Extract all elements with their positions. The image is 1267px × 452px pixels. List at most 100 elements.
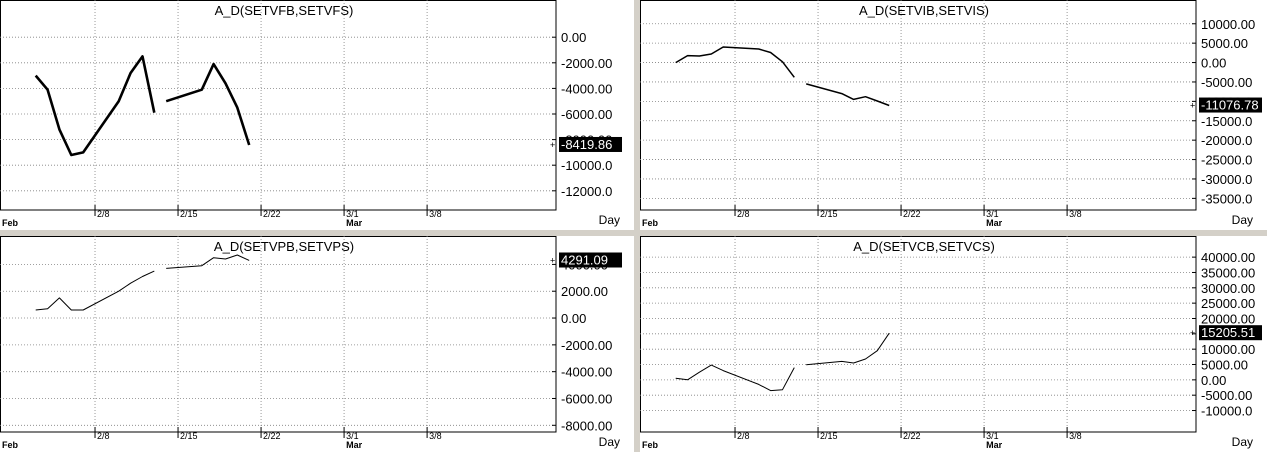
y-tick-label: -2000.00 [561, 338, 612, 353]
y-tick-label: 0.00 [561, 311, 586, 326]
chart-svg: 0.00-2000.00-4000.00-6000.00-8000.00-100… [0, 0, 622, 228]
y-tick-label: -5000.00 [1201, 388, 1252, 403]
series-line [806, 332, 890, 366]
vertical-splitter[interactable] [634, 0, 640, 452]
y-tick-label: 0.00 [1201, 56, 1226, 71]
last-value-label: 15205.51 [1201, 325, 1255, 340]
y-tick-label: 5000.00 [1201, 358, 1248, 373]
chart-panel-vp[interactable]: 4000.002000.000.00-2000.00-4000.00-6000.… [0, 236, 634, 452]
horizontal-splitter[interactable] [0, 230, 1267, 236]
y-tick-label: -30000.0 [1201, 172, 1252, 187]
last-value-label: -11076.78 [1201, 98, 1259, 113]
y-tick-label: -10000.0 [1201, 404, 1252, 419]
y-tick-label: -6000.00 [561, 107, 612, 122]
x-tick-label: 3/1 [986, 209, 999, 219]
month-label: Mar [986, 440, 1003, 450]
chart-title: A_D(SETVCB,SETVCS) [853, 239, 995, 254]
chart-title: A_D(SETVPB,SETVPS) [214, 239, 354, 254]
y-tick-label: -6000.00 [561, 391, 612, 406]
x-tick-label: 2/22 [263, 431, 281, 441]
y-tick-label: -35000.0 [1201, 191, 1252, 206]
last-value-box [559, 252, 622, 268]
x-tick-label: 2/15 [820, 209, 838, 219]
x-tick-label: 3/8 [1069, 431, 1082, 441]
chart-panel-vf[interactable]: 0.00-2000.00-4000.00-6000.00-8000.00-100… [0, 0, 634, 230]
y-tick-label: -2000.00 [561, 56, 612, 71]
plot-frame [640, 0, 1197, 211]
last-value-label: 4291.09 [561, 253, 608, 268]
y-tick-label: -12000.0 [561, 184, 612, 199]
x-axis-label: Day [599, 213, 620, 227]
y-tick-label: 10000.00 [1201, 17, 1255, 32]
chart-title: A_D(SETVFB,SETVFS) [215, 3, 354, 18]
y-tick-label: 40000.00 [1201, 250, 1255, 265]
series-line [675, 364, 795, 392]
month-label: Feb [2, 218, 19, 228]
x-tick-label: 2/22 [903, 431, 921, 441]
x-tick-label: 2/8 [737, 209, 750, 219]
y-tick-label: -10000.0 [561, 158, 612, 173]
last-value-label: -8419.86 [561, 137, 612, 152]
last-value-marker: + [1190, 101, 1195, 111]
x-tick-label: 2/8 [97, 431, 110, 441]
plot-frame [0, 236, 557, 433]
x-tick-label: 3/8 [429, 209, 442, 219]
x-tick-label: 3/1 [346, 431, 359, 441]
x-tick-label: 2/15 [820, 431, 838, 441]
chart-svg: 40000.0035000.0030000.0025000.0020000.00… [640, 236, 1262, 450]
month-label: Mar [346, 440, 363, 450]
y-tick-label: -25000.0 [1201, 153, 1252, 168]
y-tick-label: 25000.00 [1201, 296, 1255, 311]
x-tick-label: 3/1 [346, 209, 359, 219]
last-value-box [1199, 97, 1262, 113]
month-label: Mar [346, 218, 363, 228]
x-tick-label: 3/8 [1069, 209, 1082, 219]
series-line [806, 83, 890, 107]
month-label: Mar [986, 218, 1003, 228]
series-line [35, 270, 155, 311]
x-tick-label: 2/15 [180, 431, 198, 441]
last-value-marker: + [550, 140, 555, 150]
series-line [675, 46, 795, 78]
x-tick-label: 2/15 [180, 209, 198, 219]
y-tick-label: -5000.00 [1201, 75, 1252, 90]
y-tick-label: 35000.00 [1201, 265, 1255, 280]
x-axis-label: Day [1232, 213, 1253, 227]
y-tick-label: -20000.0 [1201, 133, 1252, 148]
y-tick-label: 0.00 [1201, 373, 1226, 388]
chart-panel-vi[interactable]: 10000.005000.000.00-5000.00-10000.0-1500… [640, 0, 1267, 230]
x-tick-label: 2/22 [263, 209, 281, 219]
last-value-marker: + [1190, 328, 1195, 338]
y-tick-label: -8000.00 [561, 418, 612, 433]
chart-title: A_D(SETVIB,SETVIS) [859, 3, 989, 18]
month-label: Feb [642, 440, 659, 450]
series-line [166, 254, 250, 269]
last-value-box [559, 136, 622, 152]
series-line [165, 62, 251, 146]
series-line [34, 55, 156, 157]
y-tick-label: 5000.00 [1201, 36, 1248, 51]
y-tick-label: -4000.00 [561, 365, 612, 380]
chart-svg: 10000.005000.000.00-5000.00-10000.0-1500… [640, 0, 1262, 228]
x-tick-label: 2/8 [737, 431, 750, 441]
x-axis-label: Day [599, 435, 620, 449]
x-tick-label: 3/1 [986, 431, 999, 441]
x-tick-label: 2/8 [97, 209, 110, 219]
chart-panel-vc[interactable]: 40000.00 35000.00 30000.00 25000.00 20000.00… [640, 236, 1267, 452]
x-tick-label: 3/8 [429, 431, 442, 441]
last-value-marker: + [550, 256, 555, 266]
chart-svg: 4000.002000.000.00-2000.00-4000.00-6000.… [0, 236, 622, 450]
y-tick-label: -15000.0 [1201, 114, 1252, 129]
x-tick-label: 2/22 [903, 209, 921, 219]
month-label: Feb [642, 218, 659, 228]
y-tick-label: 2000.00 [561, 284, 608, 299]
month-label: Feb [2, 440, 19, 450]
y-tick-label: 20000.00 [1201, 311, 1255, 326]
y-tick-label: -4000.00 [561, 81, 612, 96]
y-tick-label: 0.00 [561, 30, 586, 45]
y-tick-label: 30000.00 [1201, 281, 1255, 296]
plot-frame [640, 236, 1197, 433]
plot-frame [0, 0, 557, 211]
last-value-box [1199, 325, 1262, 341]
x-axis-label: Day [1232, 435, 1253, 449]
